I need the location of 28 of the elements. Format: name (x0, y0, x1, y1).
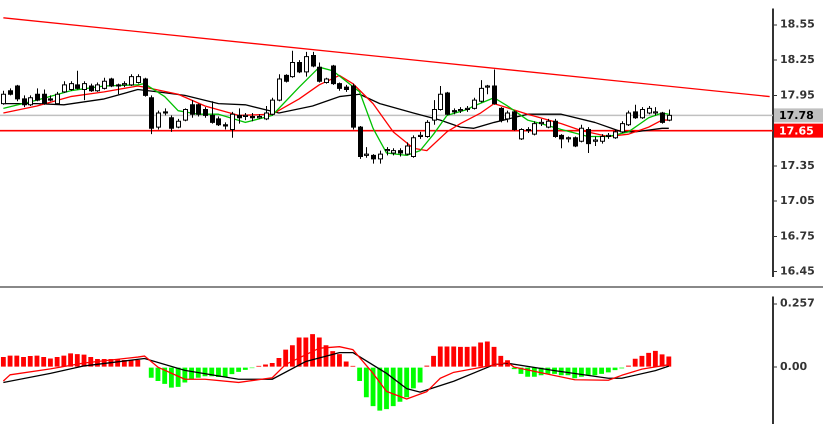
y-tick-label: 17.95 (780, 88, 815, 102)
bar (276, 358, 282, 367)
bar (148, 368, 154, 378)
bar (34, 356, 40, 367)
bar (41, 357, 46, 367)
y-tick-label: 18.25 (780, 53, 815, 66)
ref-line-label: 17.78 (779, 109, 814, 122)
bar (384, 368, 389, 410)
y-tick-label: 0.00 (780, 360, 808, 374)
bar (438, 346, 443, 367)
bar (357, 368, 362, 381)
y-tick-label: 16.45 (780, 264, 815, 278)
y-tick-label: 17.35 (780, 158, 815, 172)
bar (14, 356, 20, 367)
bar (28, 356, 33, 367)
bar (612, 368, 618, 370)
ref-line-label: 17.65 (779, 124, 814, 138)
y-tick-label: 17.05 (780, 194, 815, 208)
y-tick-label: 18.55 (780, 18, 815, 31)
bar (263, 364, 268, 367)
bar (451, 346, 456, 367)
bar (444, 346, 450, 367)
y-tick-label: 0.257 (780, 296, 815, 310)
bar (21, 357, 26, 367)
bar (606, 368, 611, 372)
y-tick-label: 16.75 (780, 229, 815, 242)
bar (135, 360, 140, 367)
bar (156, 368, 160, 381)
